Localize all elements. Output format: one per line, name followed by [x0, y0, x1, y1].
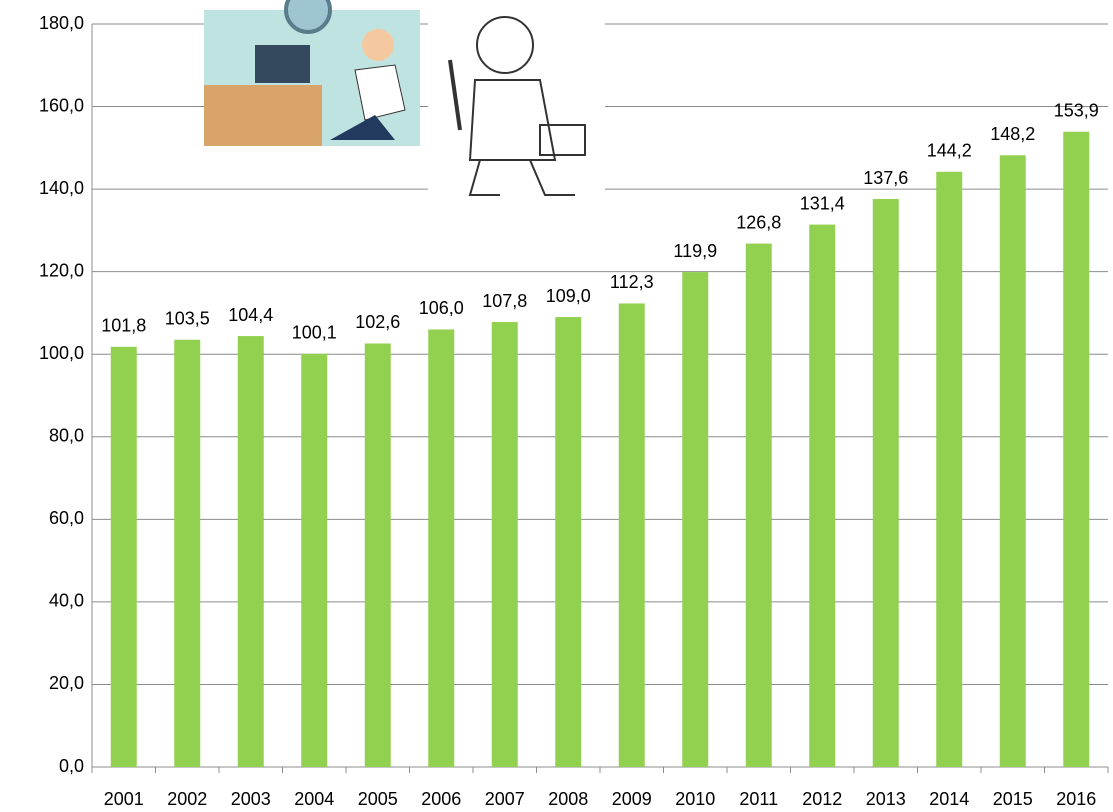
illustration-worker — [428, 8, 605, 205]
y-tick-label: 60,0 — [49, 508, 84, 528]
x-tick-label: 2009 — [612, 789, 652, 809]
bar — [1063, 132, 1089, 767]
monitor — [255, 45, 310, 83]
value-label: 106,0 — [419, 298, 464, 318]
value-label: 131,4 — [800, 193, 845, 213]
person-head — [362, 29, 394, 61]
bar — [936, 172, 962, 767]
value-label: 153,9 — [1054, 100, 1099, 120]
illustration-bg — [428, 8, 605, 205]
bar — [873, 199, 899, 767]
y-tick-label: 140,0 — [39, 178, 84, 198]
x-tick-label: 2010 — [675, 789, 715, 809]
clock — [286, 0, 330, 32]
bar — [238, 336, 264, 767]
y-tick-label: 80,0 — [49, 426, 84, 446]
x-tick-label: 2001 — [104, 789, 144, 809]
value-label: 104,4 — [228, 305, 273, 325]
value-label: 126,8 — [736, 212, 781, 232]
y-tick-label: 40,0 — [49, 591, 84, 611]
bar — [746, 244, 772, 767]
x-tick-label: 2004 — [294, 789, 334, 809]
value-label: 101,8 — [101, 316, 146, 336]
bar — [111, 347, 137, 767]
bar — [1000, 155, 1026, 767]
x-tick-label: 2007 — [485, 789, 525, 809]
bar — [619, 303, 645, 767]
value-label: 102,6 — [355, 312, 400, 332]
x-tick-label: 2005 — [358, 789, 398, 809]
bar — [174, 340, 200, 767]
chart: 0,0 20,0 40,0 60,0 80,0 100,0 120,0 140,0 160,0 1… — [0, 0, 1113, 812]
value-label: 103,5 — [165, 309, 210, 329]
value-label: 119,9 — [673, 241, 717, 261]
bar — [682, 272, 708, 767]
value-label: 112,3 — [610, 272, 654, 292]
x-tick-label: 2002 — [167, 789, 207, 809]
bar — [555, 317, 581, 767]
y-tick-label: 0,0 — [59, 756, 84, 776]
y-tick-label: 100,0 — [39, 343, 84, 363]
x-tick-label: 2015 — [993, 789, 1033, 809]
bar — [492, 322, 518, 767]
y-tick-label: 20,0 — [49, 673, 84, 693]
value-label: 148,2 — [990, 124, 1035, 144]
bar — [301, 354, 327, 767]
value-label: 107,8 — [482, 291, 527, 311]
x-tick-label: 2013 — [866, 789, 906, 809]
y-tick-label: 160,0 — [39, 95, 84, 115]
x-tick-label: 2014 — [929, 789, 969, 809]
illustration-office — [204, 0, 420, 146]
bar — [809, 225, 835, 767]
value-label: 109,0 — [546, 286, 591, 306]
y-tick-label: 120,0 — [39, 260, 84, 280]
value-label: 144,2 — [927, 141, 972, 161]
desk — [204, 85, 322, 146]
x-tick-label: 2008 — [548, 789, 588, 809]
y-tick-label: 180,0 — [39, 13, 84, 33]
x-tick-label: 2011 — [739, 789, 778, 809]
x-tick-label: 2012 — [802, 789, 842, 809]
x-tick-label: 2016 — [1056, 789, 1096, 809]
bar — [428, 329, 454, 767]
x-tick-label: 2003 — [231, 789, 271, 809]
value-label: 100,1 — [292, 323, 337, 343]
x-tick-label: 2006 — [421, 789, 461, 809]
bar — [365, 343, 391, 767]
value-label: 137,6 — [863, 168, 908, 188]
